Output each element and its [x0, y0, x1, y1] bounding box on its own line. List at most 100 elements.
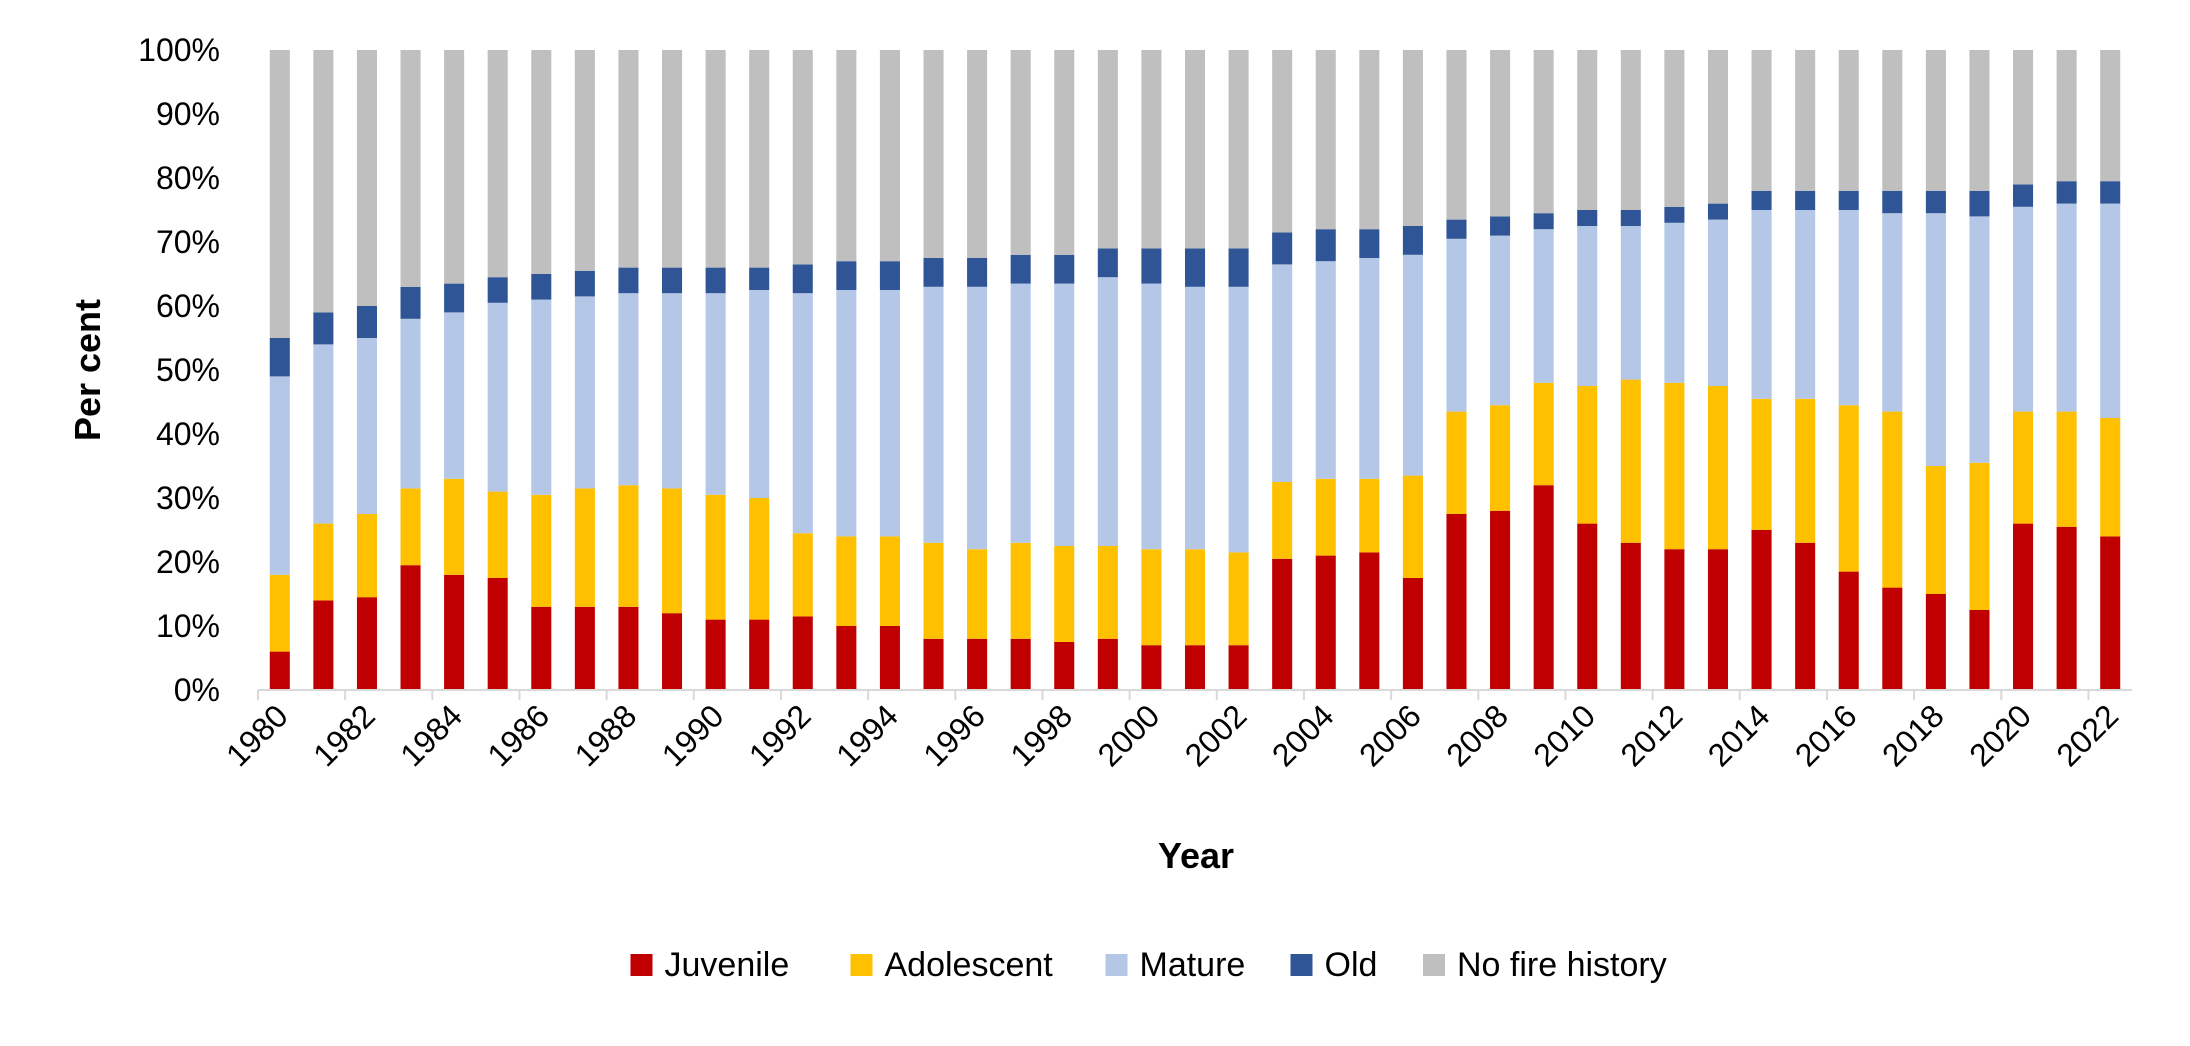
- legend-swatch-adolescent: [850, 954, 873, 976]
- bar-segment-mature-1999: [1097, 277, 1118, 546]
- bar-segment-no-fire-history-2009: [1533, 50, 1554, 214]
- bar-segment-mature-1991: [749, 290, 770, 498]
- bar-segment-juvenile-2003: [1272, 558, 1293, 690]
- bar-segment-no-fire-history-1992: [792, 50, 813, 265]
- bar-segment-adolescent-2015: [1795, 398, 1816, 543]
- bar-segment-juvenile-2008: [1490, 510, 1511, 690]
- bar-segment-no-fire-history-1994: [879, 50, 900, 262]
- bar-segment-old-2008: [1490, 216, 1511, 236]
- bar-segment-no-fire-history-2006: [1402, 50, 1423, 226]
- bar-segment-no-fire-history-1987: [574, 50, 595, 271]
- bar-segment-no-fire-history-2005: [1359, 50, 1380, 230]
- legend: Juvenile Adolescent Mature Old No fire histo…: [630, 946, 1667, 984]
- bar-segment-adolescent-2010: [1577, 386, 1598, 524]
- bar-segment-no-fire-history-2013: [1707, 50, 1728, 204]
- bar-segment-adolescent-2012: [1664, 382, 1685, 550]
- bar-segment-no-fire-history-1995: [923, 50, 944, 258]
- bar-segment-juvenile-2010: [1577, 523, 1598, 690]
- bar-segment-mature-2007: [1446, 238, 1467, 412]
- x-axis: 1980 1982 1984 1986 1988 1990 1992 1994 1996 1998…: [219, 689, 2132, 773]
- bar-segment-juvenile-1995: [923, 638, 944, 690]
- bar-segment-old-1995: [923, 258, 944, 287]
- bar-segment-juvenile-2015: [1795, 542, 1816, 690]
- bar-segment-juvenile-2002: [1228, 645, 1249, 690]
- bar-segment-old-1992: [792, 264, 813, 294]
- x-tick-label: 2022: [2049, 697, 2125, 773]
- legend-label-juvenile: Juvenile: [665, 946, 790, 984]
- bar-segment-no-fire-history-2020: [2013, 50, 2034, 185]
- bar-segment-adolescent-2021: [2056, 411, 2077, 527]
- bar-segment-adolescent-1984: [444, 478, 465, 575]
- bar-segment-old-1991: [749, 267, 770, 290]
- bar-segment-juvenile-1987: [574, 606, 595, 690]
- bar-segment-mature-1986: [531, 299, 552, 495]
- bar-segment-adolescent-2009: [1533, 382, 1554, 486]
- legend-item-no-fire-history: No fire history: [1423, 946, 1667, 984]
- bar-segment-no-fire-history-2002: [1228, 50, 1249, 249]
- bar-segment-adolescent-2005: [1359, 478, 1380, 553]
- bar-segment-adolescent-1998: [1054, 546, 1075, 642]
- bar-segment-juvenile-1981: [313, 600, 334, 690]
- bar-segment-juvenile-1980: [269, 651, 290, 690]
- bar-segment-adolescent-1981: [313, 523, 334, 601]
- bar-segment-old-2013: [1707, 203, 1728, 220]
- bar-segment-no-fire-history-2015: [1795, 50, 1816, 191]
- bar-segment-mature-1985: [487, 302, 508, 492]
- bar-segment-mature-2014: [1751, 210, 1772, 399]
- y-tick-label: 10%: [156, 608, 220, 644]
- bar-segment-mature-1982: [356, 338, 377, 514]
- bar-segment-adolescent-2019: [1969, 462, 1990, 610]
- bar-segment-old-2003: [1272, 232, 1293, 265]
- bar-segment-mature-1990: [705, 293, 726, 495]
- bar-segment-juvenile-2009: [1533, 485, 1554, 690]
- legend-swatch-juvenile: [630, 954, 653, 976]
- legend-label-no-fire-history: No fire history: [1457, 946, 1667, 984]
- bar-segment-old-1997: [1010, 254, 1031, 284]
- bar-segment-juvenile-1989: [662, 613, 683, 690]
- legend-label-mature: Mature: [1140, 946, 1246, 984]
- bar-segment-adolescent-2022: [2100, 418, 2121, 537]
- bar-segment-mature-1996: [967, 286, 988, 550]
- bar-segment-old-1988: [618, 267, 639, 294]
- bar-segment-adolescent-1985: [487, 491, 508, 578]
- bar-segment-no-fire-history-1988: [618, 50, 639, 268]
- bar-segment-no-fire-history-1989: [662, 50, 683, 268]
- x-tick-label: 1984: [393, 697, 469, 773]
- bar-segment-adolescent-1996: [967, 549, 988, 639]
- bar-segment-no-fire-history-1997: [1010, 50, 1031, 255]
- x-tick-label: 2010: [1526, 697, 1602, 773]
- bar-segment-juvenile-2018: [1925, 594, 1946, 690]
- bar-segment-adolescent-2013: [1707, 386, 1728, 550]
- bar-segment-no-fire-history-1980: [269, 50, 290, 338]
- bar-segment-juvenile-2016: [1838, 571, 1859, 690]
- bar-segment-juvenile-1991: [749, 619, 770, 690]
- bar-segment-old-2015: [1795, 190, 1816, 210]
- bar-segment-no-fire-history-1985: [487, 50, 508, 278]
- bar-segment-adolescent-2008: [1490, 405, 1511, 511]
- bar-segment-adolescent-2016: [1838, 405, 1859, 572]
- bar-segment-juvenile-1982: [356, 597, 377, 690]
- y-tick-label: 0%: [174, 672, 220, 708]
- bar-segment-juvenile-2019: [1969, 610, 1990, 690]
- bar-segment-adolescent-2001: [1184, 549, 1206, 646]
- x-tick-label: 1980: [219, 697, 295, 773]
- bar-segment-mature-2008: [1490, 235, 1511, 406]
- bar-segment-old-1989: [662, 267, 683, 294]
- legend-item-old: Old: [1290, 946, 1377, 984]
- bar-segment-old-2022: [2100, 181, 2121, 204]
- bar-segment-juvenile-2005: [1359, 552, 1380, 690]
- bar-segment-mature-2011: [1620, 226, 1641, 380]
- bar-segment-mature-1995: [923, 286, 944, 543]
- bar-segment-adolescent-1999: [1097, 546, 1118, 639]
- bar-segment-mature-2003: [1272, 264, 1293, 482]
- bar-segment-adolescent-2017: [1882, 411, 1903, 588]
- bar-segment-no-fire-history-2000: [1141, 50, 1162, 249]
- bar-segment-juvenile-2022: [2100, 536, 2121, 690]
- legend-item-mature: Mature: [1105, 946, 1246, 984]
- bar-segment-adolescent-2014: [1751, 398, 1772, 530]
- legend-item-juvenile: Juvenile: [630, 946, 790, 984]
- bar-segment-old-2001: [1184, 248, 1206, 287]
- bar-segment-no-fire-history-2003: [1272, 50, 1293, 233]
- bar-segment-mature-2020: [2013, 206, 2034, 412]
